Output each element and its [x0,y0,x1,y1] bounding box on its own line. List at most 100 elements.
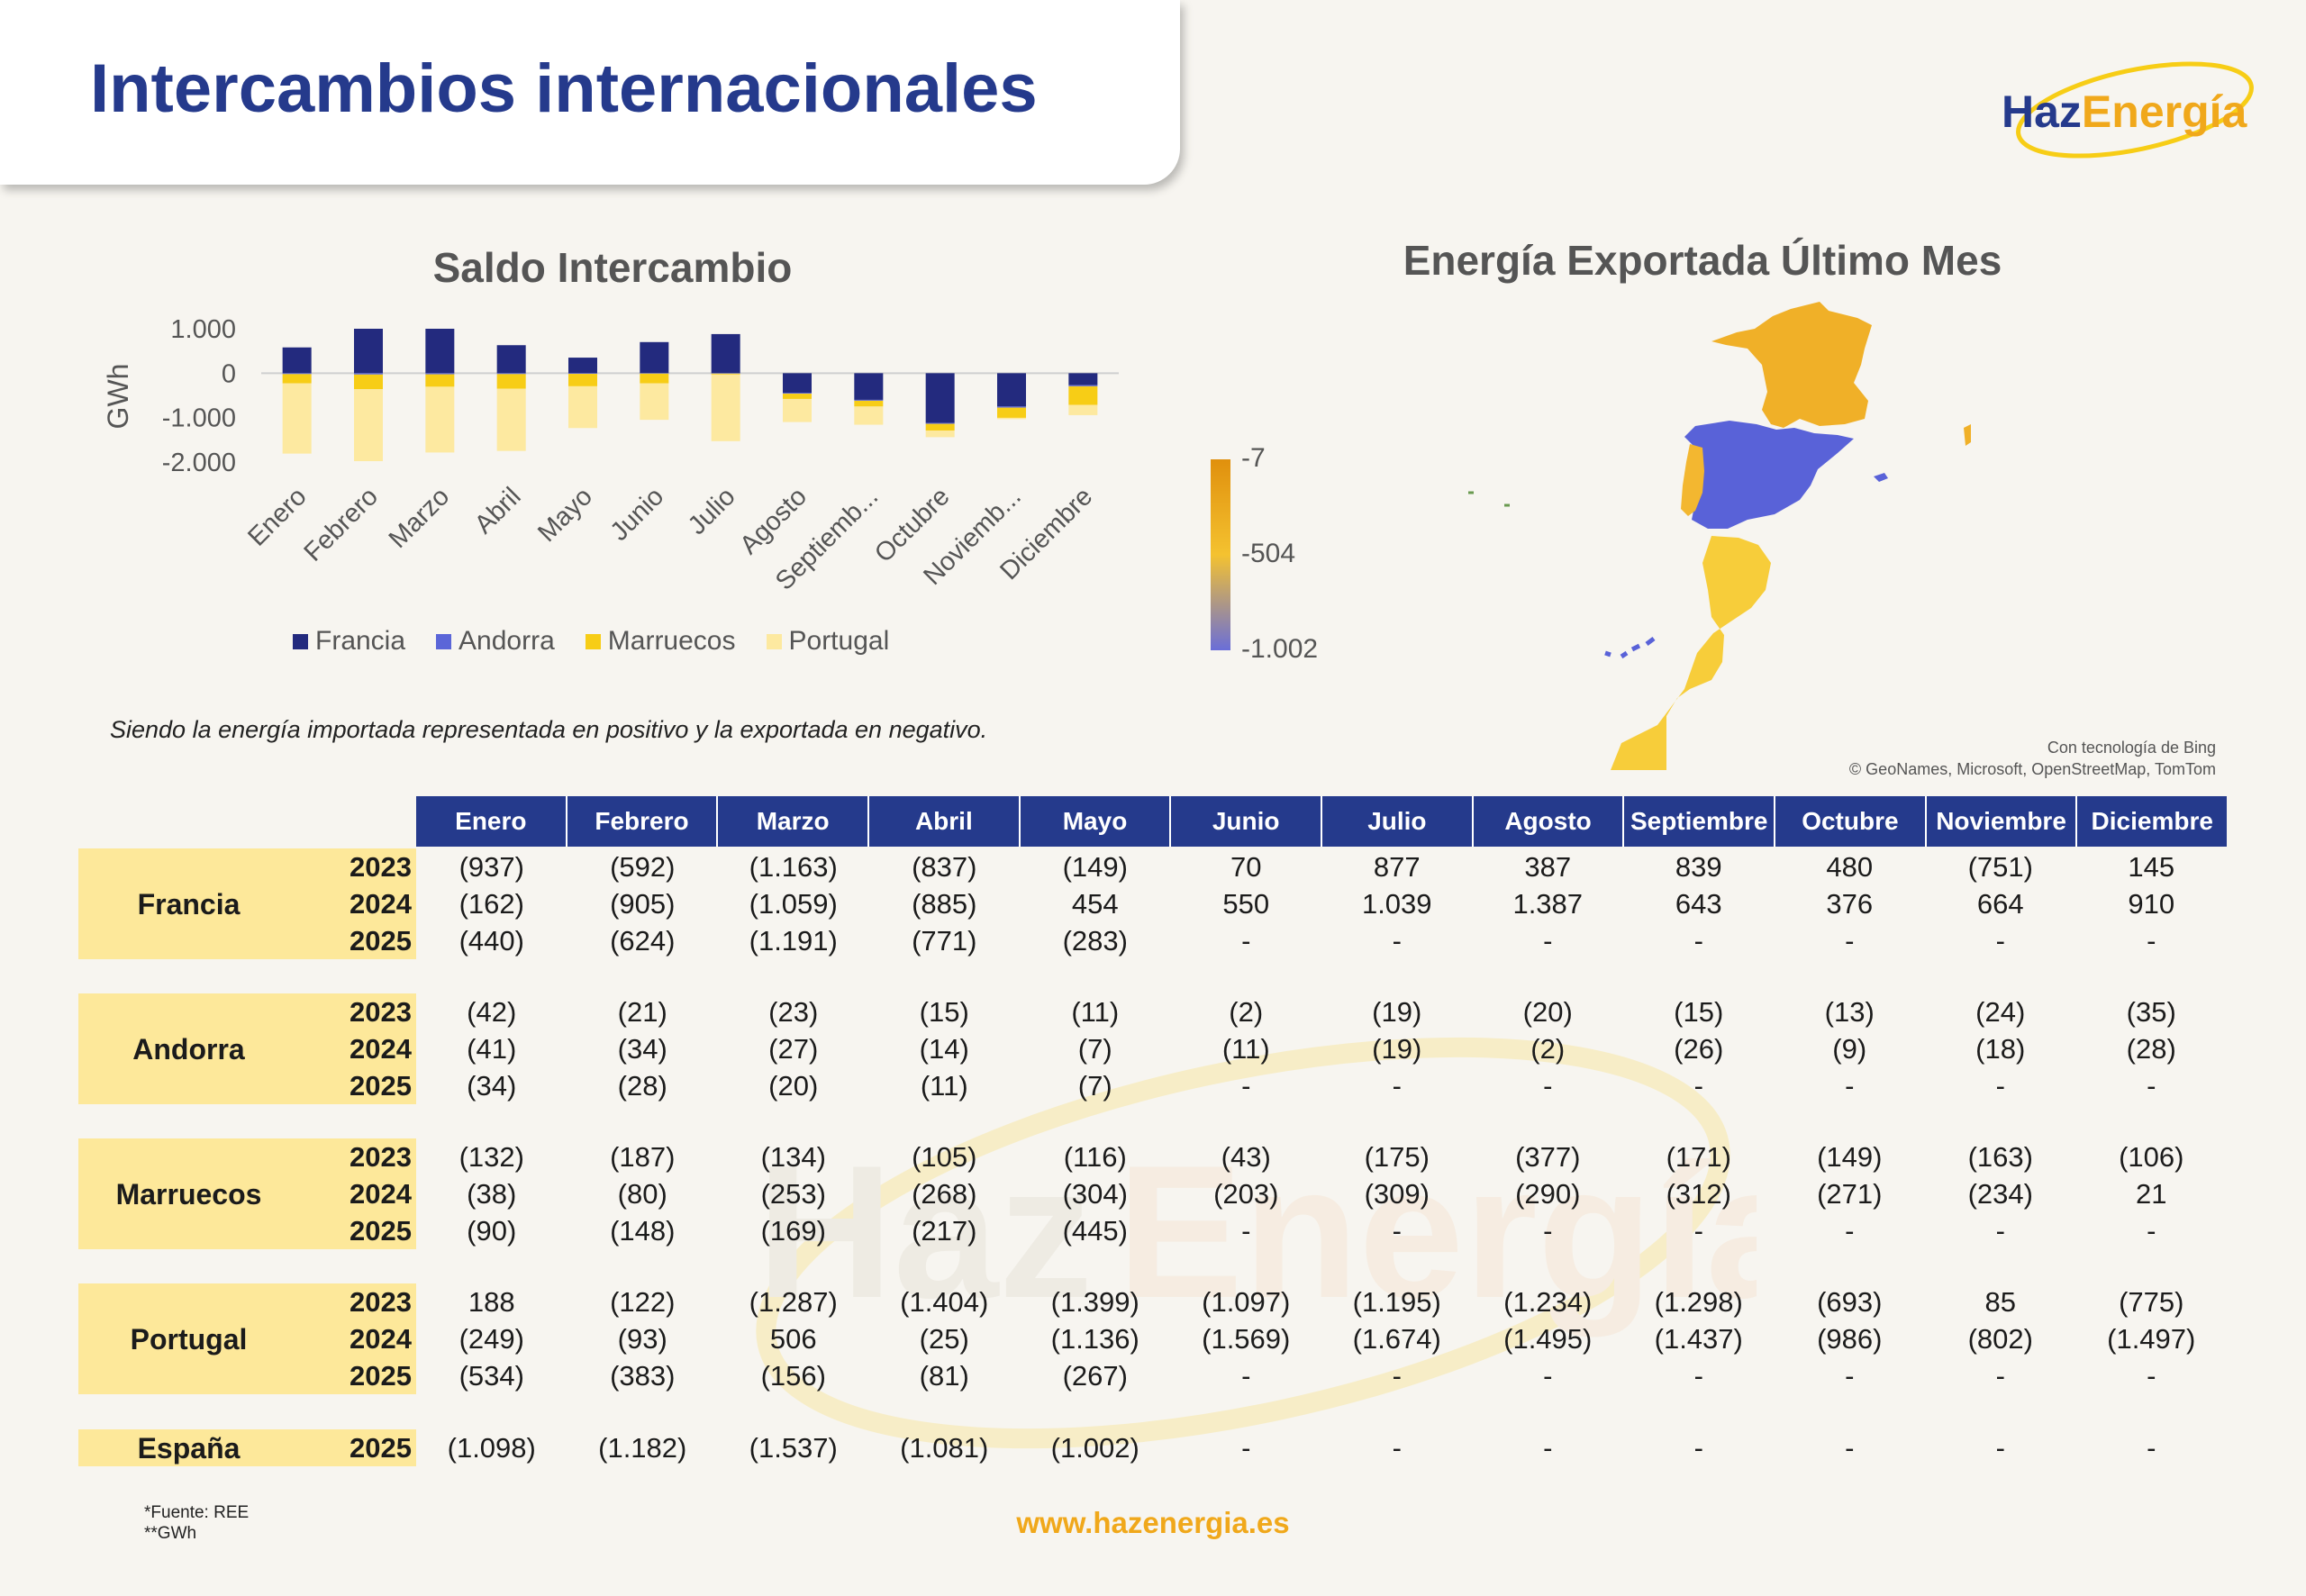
table-cell: (19) [1372,996,1422,1028]
svg-text:Haz: Haz [757,1126,1093,1338]
bar-portugal-7 [711,374,740,441]
table-cell: 506 [769,1323,817,1355]
bar-portugal-6 [640,383,669,421]
table-cell: (290) [1515,1178,1581,1210]
table-cell: (1.495) [1503,1323,1593,1355]
table-cell: (122) [610,1286,676,1318]
table-cell: - [1693,925,1703,957]
country-name: Francia [137,887,241,920]
x-tick-label: Mayo [532,482,598,548]
year-label: 2025 [350,1432,412,1464]
table-cell: (163) [1967,1141,2033,1173]
month-header: Octubre [1775,796,1927,847]
table-cell: (23) [768,996,819,1028]
table-cell: (21) [617,996,667,1028]
table-cell: 1.039 [1361,888,1432,920]
country-name: Andorra [132,1032,245,1066]
year-label: 2025 [350,1360,412,1392]
table-cell: - [1543,925,1553,957]
table-row: (34) (28) (20) (11) (7) - - - - - - - [416,1070,2227,1102]
legend-swatch [766,633,782,649]
bar-francia-10 [925,373,955,423]
table-cell: (283) [1062,925,1128,957]
month-header: Febrero [567,796,719,847]
table-cell: (771) [912,925,977,957]
bar-andorra-5 [568,373,597,375]
country-block: Marruecos 2023 2024 2025 [78,1138,416,1249]
year-label: 2025 [350,925,412,957]
bar-marruecos-7 [711,373,740,375]
country-name: Portugal [130,1322,248,1356]
bar-andorra-9 [854,399,884,401]
color-scale-bar [1211,459,1230,650]
table-cell: (309) [1364,1178,1430,1210]
table-cell: (187) [610,1141,676,1173]
legend-label: Marruecos [607,626,736,656]
table-cell: (203) [1213,1178,1279,1210]
map-spain [1684,421,1854,529]
table-cell: 839 [1675,851,1722,883]
table-cell: (7) [1077,1070,1112,1102]
table-cell: 70 [1230,851,1262,883]
table-cell: (1.298) [1654,1286,1743,1318]
table-cell: (445) [1062,1215,1128,1247]
table-cell: - [1845,925,1855,957]
table-cell: 550 [1222,888,1270,920]
y-axis-label: GWh [102,364,134,430]
table-cell: (1.404) [900,1286,989,1318]
page-title: Intercambios internacionales [90,50,1038,127]
bar-francia-2 [354,329,383,374]
country-block: España 2025 [78,1429,416,1466]
x-tick-label: Marzo [384,482,456,554]
month-header: Enero [416,796,567,847]
table-cell: (34) [617,1033,667,1065]
country-block: Andorra 2023 2024 2025 [78,993,416,1104]
table-cell: (837) [912,851,977,883]
footnote: *Fuente: REE **GWh [144,1503,250,1543]
month-header: Agosto [1474,796,1625,847]
table-cell: (14) [919,1033,969,1065]
month-header: Junio [1171,796,1323,847]
table-cell: - [1995,1070,2005,1102]
table-cell: (25) [919,1323,969,1355]
month-header: Septiembre [1624,796,1776,847]
bars [282,329,1098,462]
table-row: (440) (624) (1.191) (771) (283) - - - - - - - [416,925,2227,957]
legend-swatch [293,633,308,649]
table-cell: (169) [760,1215,826,1247]
bar-francia-7 [711,333,740,374]
table-cell: (1.195) [1352,1286,1441,1318]
table-cell: (11) [1221,1033,1270,1065]
bar-marruecos-6 [640,373,669,384]
table-cell: - [1995,1432,2005,1464]
table-row: (937) (592) (1.163) (837) (149) 70 877 387 839 48… [416,851,2227,884]
bar-francia-11 [997,373,1026,407]
watermark-logo: Haz Energía [756,1037,1757,1449]
table-row: (42) (21) (23) (15) (11) (2) (19) (20) (15) (13) (… [416,996,2227,1029]
bar-marruecos-1 [282,374,312,384]
table-cell: (1.081) [900,1432,989,1464]
legend-label: Portugal [788,626,890,656]
bar-francia-9 [854,373,884,400]
table-cell: (162) [458,888,524,920]
export-map [1468,302,1971,770]
bar-andorra-2 [354,373,383,375]
table-cell: (149) [1817,1141,1883,1173]
bar-francia-4 [496,345,526,374]
legend-label: Andorra [458,626,555,656]
legend-label: Francia [315,626,406,656]
table-cell: (11) [1071,996,1120,1028]
table-cell: (268) [912,1178,977,1210]
map-france [1711,302,1872,428]
bar-portugal-3 [425,386,455,453]
table-row: (41) (34) (27) (14) (7) (11) (19) (2) (26) (9) (18… [416,1033,2227,1066]
table-cell: (1.234) [1503,1286,1593,1318]
x-tick-label: Febrero [299,482,384,567]
table-cell: (34) [467,1070,517,1102]
table-cell: (20) [768,1070,819,1102]
table-cell: (1.537) [749,1432,838,1464]
table-cell: - [1241,1215,1251,1247]
map-canarias [1604,637,1656,659]
website-link[interactable]: www.hazenergia.es [1016,1506,1290,1539]
table-cell: - [1693,1360,1703,1392]
